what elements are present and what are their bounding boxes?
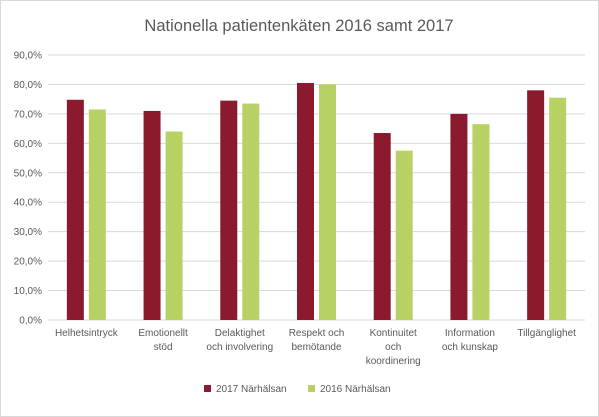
y-tick-label: 20,0%	[14, 257, 42, 268]
y-axis-ticks: 0,0% 10,0% 20,0% 30,0% 40,0% 50,0% 60,0% 70,0% 8…	[14, 51, 42, 327]
y-tick-label: 90,0%	[14, 51, 42, 62]
x-category-label: Delaktighet och involvering	[206, 328, 273, 353]
y-tick-label: 60,0%	[14, 139, 42, 150]
bar-series2	[395, 150, 413, 320]
y-tick-label: 80,0%	[14, 80, 42, 91]
chart-title: Nationella patientenkäten 2016 samt 2017	[144, 17, 453, 35]
bar-series2	[88, 109, 106, 320]
x-category-label: Respekt och bemötande	[289, 328, 345, 353]
bar-series2	[549, 97, 567, 320]
legend-label: 2016 Närhälsan	[320, 384, 391, 395]
x-category-label: Information och kunskap	[442, 328, 499, 353]
bar-series1	[220, 100, 238, 320]
bar-series1	[143, 110, 161, 320]
grid-lines	[48, 54, 585, 321]
y-tick-label: 10,0%	[14, 286, 42, 297]
x-category-label: Kontinuitet och koordinering	[366, 328, 421, 367]
bar-series2	[242, 103, 260, 320]
y-tick-label: 30,0%	[14, 227, 42, 238]
bar-series1	[450, 113, 468, 320]
legend-label: 2017 Närhälsan	[216, 384, 287, 395]
legend: 2017 Närhälsan 2016 Närhälsan	[204, 384, 391, 395]
x-category-label: Tillgänglighet	[517, 328, 576, 339]
bar-series1	[527, 90, 545, 320]
x-axis-labels: Helhetsintryck Emotionellt stöd Delaktighet…	[55, 328, 576, 367]
bar-series1	[297, 82, 314, 320]
bar-series2	[319, 84, 336, 320]
legend-swatch	[204, 385, 211, 392]
bar-series1	[373, 133, 391, 320]
bars	[66, 82, 567, 320]
legend-swatch	[308, 385, 315, 392]
y-tick-label: 50,0%	[14, 168, 42, 179]
x-category-label: Emotionellt stöd	[138, 328, 188, 353]
y-tick-label: 0,0%	[19, 316, 42, 327]
y-tick-label: 70,0%	[14, 109, 42, 120]
x-category-label: Helhetsintryck	[55, 328, 119, 339]
y-tick-label: 40,0%	[14, 198, 42, 209]
bar-series2	[472, 124, 490, 320]
bar-series1	[66, 99, 84, 320]
bar-series2	[165, 131, 183, 320]
